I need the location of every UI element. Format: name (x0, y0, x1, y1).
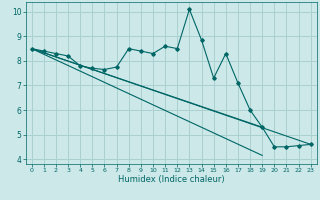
X-axis label: Humidex (Indice chaleur): Humidex (Indice chaleur) (118, 175, 225, 184)
